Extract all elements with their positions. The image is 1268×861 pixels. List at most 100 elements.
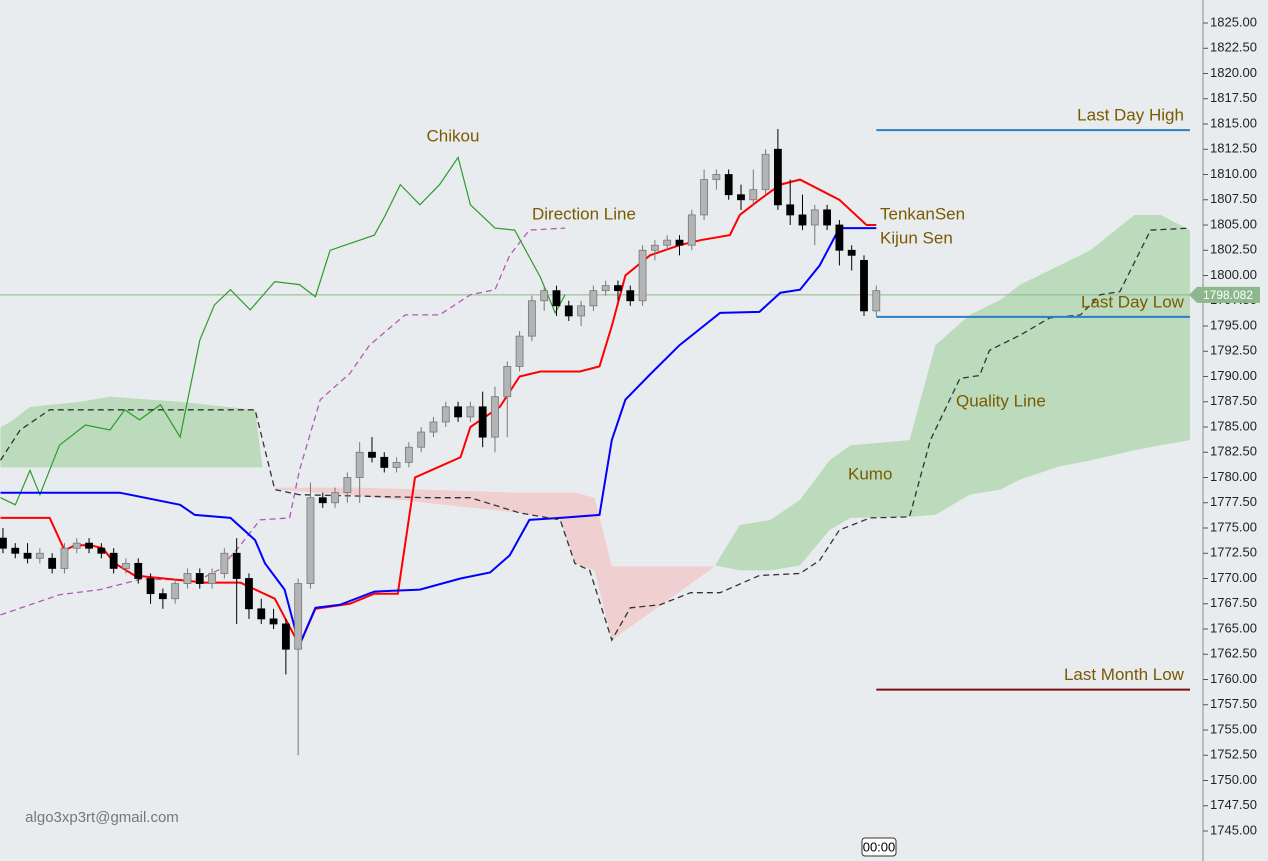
y-tick-label: 1770.00 [1210, 570, 1257, 585]
candle-body [750, 190, 757, 200]
candle-body [614, 286, 621, 291]
y-tick-label: 1805.00 [1210, 216, 1257, 231]
candle-body [602, 286, 609, 291]
y-tick-label: 1767.50 [1210, 595, 1257, 610]
candle-body [73, 543, 80, 548]
line-label: Quality Line [956, 391, 1046, 410]
y-tick-label: 1800.00 [1210, 267, 1257, 282]
candle-body [98, 548, 105, 553]
candle-body [504, 366, 511, 396]
candle-body [824, 210, 831, 225]
candle-body [295, 584, 302, 650]
level-label: Last Day Low [1081, 292, 1185, 311]
candle-body [639, 250, 646, 300]
y-tick-label: 1790.00 [1210, 368, 1257, 383]
y-tick-label: 1750.00 [1210, 772, 1257, 787]
candle-body [553, 291, 560, 306]
candle-body [36, 553, 43, 558]
candle-body [516, 336, 523, 366]
y-tick-label: 1815.00 [1210, 115, 1257, 130]
y-tick-label: 1782.50 [1210, 444, 1257, 459]
candle-body [196, 573, 203, 583]
candle-body [787, 205, 794, 215]
candle-body [135, 563, 142, 578]
candle-body [147, 579, 154, 594]
candle-body [541, 291, 548, 301]
candle-body [528, 301, 535, 336]
candle-body [368, 452, 375, 457]
candle-body [860, 260, 867, 310]
candle-body [282, 624, 289, 649]
y-tick-label: 1785.00 [1210, 418, 1257, 433]
y-tick-label: 1807.50 [1210, 191, 1257, 206]
candle-body [491, 397, 498, 437]
candle-body [0, 538, 6, 548]
candle-body [356, 452, 363, 477]
y-tick-label: 1802.50 [1210, 242, 1257, 257]
candle-body [762, 154, 769, 189]
level-label: Last Month Low [1064, 665, 1185, 684]
candle-body [12, 548, 19, 553]
candle-body [430, 422, 437, 432]
candle-body [701, 180, 708, 215]
y-tick-label: 1775.00 [1210, 519, 1257, 534]
candle-body [848, 250, 855, 255]
y-tick-label: 1810.00 [1210, 166, 1257, 181]
candle-body [442, 407, 449, 422]
level-label: Last Day High [1077, 106, 1184, 125]
kumo-area [0, 397, 262, 468]
y-tick-label: 1745.00 [1210, 822, 1257, 837]
candle-body [332, 493, 339, 503]
candle-body [725, 175, 732, 195]
candle-body [676, 240, 683, 245]
y-tick-label: 1780.00 [1210, 469, 1257, 484]
candle-body [627, 291, 634, 301]
watermark: algo3xp3rt@gmail.com [25, 809, 179, 826]
y-tick-label: 1817.50 [1210, 90, 1257, 105]
y-tick-label: 1822.50 [1210, 40, 1257, 55]
y-tick-label: 1825.00 [1210, 14, 1257, 29]
kumo-label: Kumo [848, 464, 892, 483]
candle-body [405, 447, 412, 462]
candle-body [307, 498, 314, 584]
candle-body [799, 215, 806, 225]
candle-body [873, 291, 880, 311]
y-tick-label: 1755.00 [1210, 721, 1257, 736]
y-tick-label: 1812.50 [1210, 141, 1257, 156]
candle-body [61, 548, 68, 568]
line-label: Direction Line [532, 204, 636, 223]
candle-body [664, 240, 671, 245]
y-tick-label: 1757.50 [1210, 696, 1257, 711]
y-tick-label: 1747.50 [1210, 797, 1257, 812]
candle-body [565, 306, 572, 316]
candle-body [713, 175, 720, 180]
candle-body [159, 594, 166, 599]
y-tick-label: 1777.50 [1210, 494, 1257, 509]
y-tick-label: 1752.50 [1210, 747, 1257, 762]
candle-body [467, 407, 474, 417]
candle-body [221, 553, 228, 573]
candle-body [184, 573, 191, 583]
line-label: Kijun Sen [880, 228, 953, 247]
candle-body [418, 432, 425, 447]
candle-body [455, 407, 462, 417]
candle-body [578, 306, 585, 316]
candle-body [270, 619, 277, 624]
y-tick-label: 1760.00 [1210, 671, 1257, 686]
last-price-label: 1798.082 [1203, 288, 1253, 302]
time-label: 00:00 [863, 839, 896, 854]
candle-body [651, 245, 658, 250]
candle-body [393, 462, 400, 467]
y-tick-label: 1792.50 [1210, 343, 1257, 358]
candle-body [24, 553, 31, 558]
candle-body [86, 543, 93, 548]
candle-body [172, 584, 179, 599]
candle-body [122, 563, 129, 568]
candle-body [319, 498, 326, 503]
line-label: Chikou [427, 126, 480, 145]
candle-body [688, 215, 695, 245]
candle-body [774, 149, 781, 205]
candle-body [836, 225, 843, 250]
